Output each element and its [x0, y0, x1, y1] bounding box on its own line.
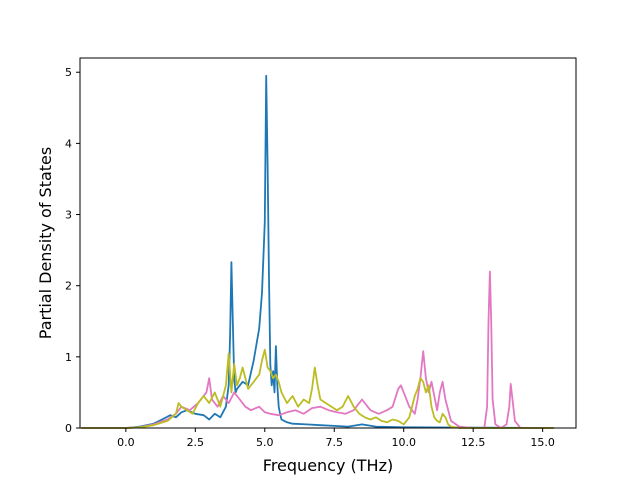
y-tick-label: 0: [65, 422, 72, 435]
x-tick-label: 7.5: [326, 436, 344, 449]
x-tick-label: 10.0: [391, 436, 416, 449]
x-tick-label: 5.0: [256, 436, 274, 449]
y-tick-label: 1: [65, 351, 72, 364]
y-axis: 0 1 2 3 4 5: [65, 66, 80, 435]
series-line-1: [81, 270, 554, 429]
x-tick-label: 12.5: [461, 436, 486, 449]
y-tick-label: 2: [65, 280, 72, 293]
x-tick-label: 2.5: [187, 436, 205, 449]
x-tick-label: 0.0: [117, 436, 135, 449]
y-axis-label: Partial Density of States: [36, 147, 55, 339]
y-tick-label: 5: [65, 66, 72, 79]
y-tick-label: 4: [65, 137, 72, 150]
x-axis: 0.0 2.5 5.0 7.5 10.0 12.5 15.0: [117, 428, 555, 449]
x-tick-label: 15.0: [530, 436, 555, 449]
series-layer: [81, 74, 554, 429]
x-axis-label: Frequency (THz): [263, 456, 393, 475]
series-line-2: [81, 348, 554, 429]
y-tick-label: 3: [65, 209, 72, 222]
plot-frame: [79, 57, 577, 429]
